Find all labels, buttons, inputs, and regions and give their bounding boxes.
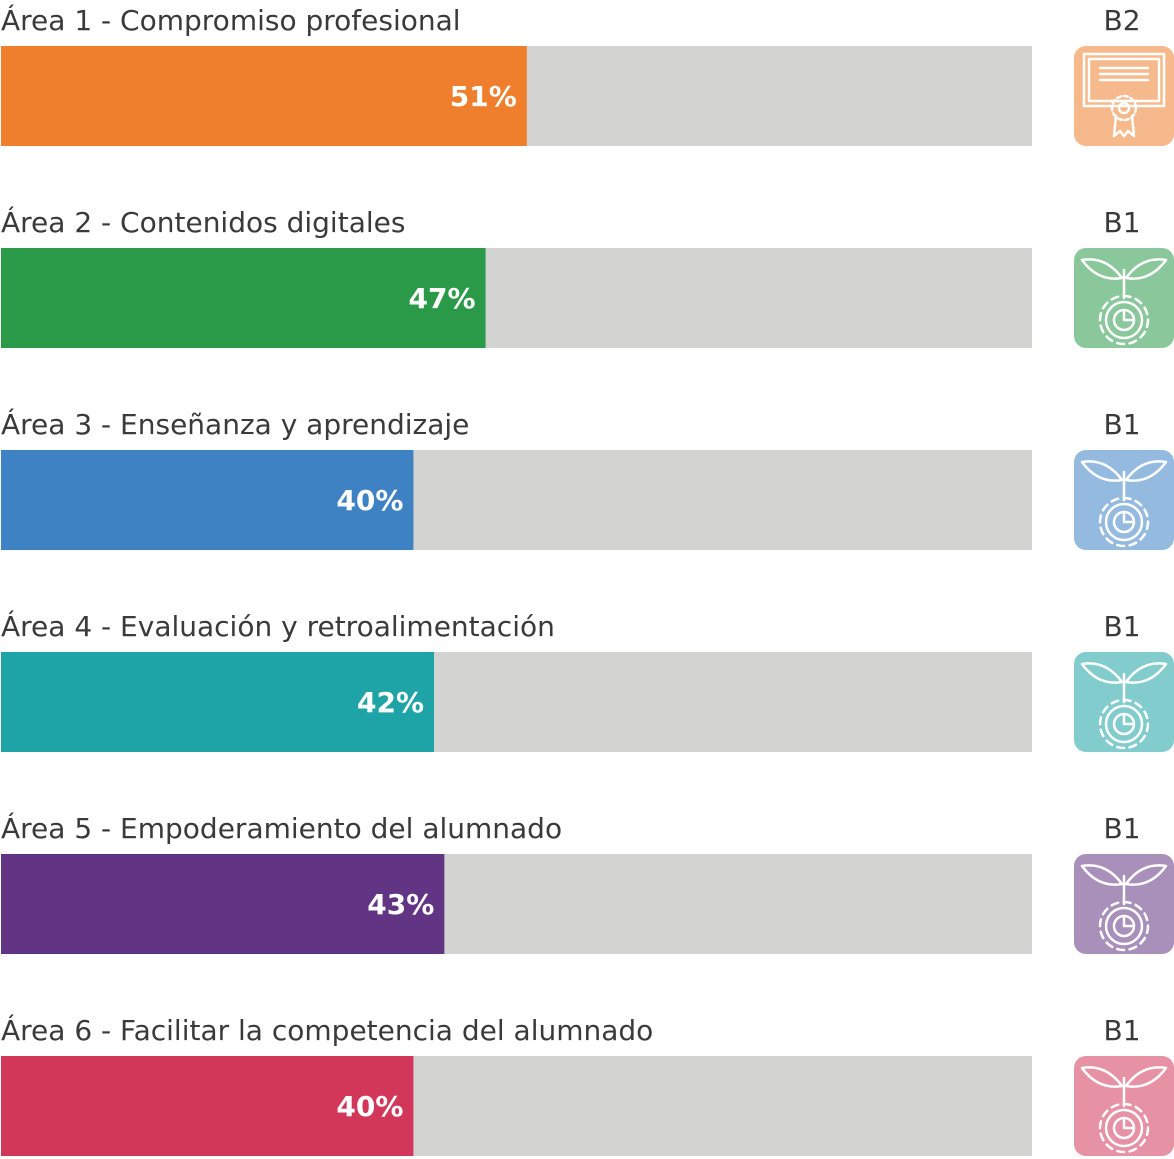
icon-part — [1124, 662, 1168, 684]
area-label: Área 2 - Contenidos digitales — [1, 205, 405, 239]
level-icon — [1074, 1056, 1174, 1156]
icon-part — [1098, 496, 1150, 548]
area-label: Área 3 - Enseñanza y aprendizaje — [1, 407, 469, 441]
icon-part — [1104, 300, 1144, 340]
value-label: 42% — [357, 686, 424, 719]
level-label: B2 — [1103, 4, 1140, 37]
icon-part — [1122, 914, 1134, 928]
bar — [1, 1056, 414, 1156]
level-icon — [1074, 248, 1174, 348]
icon-part — [1098, 294, 1150, 346]
value-label: 40% — [336, 484, 403, 517]
icon-part — [1112, 114, 1136, 138]
area-label: Área 5 - Empoderamiento del alumnado — [1, 811, 562, 845]
level-label: B1 — [1103, 812, 1140, 845]
bar — [1, 652, 435, 752]
bar — [1, 248, 486, 348]
icon-part — [1104, 906, 1144, 946]
level-label: B1 — [1103, 408, 1140, 441]
icon-part — [1122, 308, 1134, 322]
icon-part — [1098, 698, 1150, 750]
value-label: 40% — [336, 1090, 403, 1123]
icon-part — [1087, 57, 1161, 103]
bar — [1, 854, 445, 954]
icon-part — [1098, 900, 1150, 952]
icon-part — [1080, 864, 1124, 886]
icon-part — [1124, 1066, 1168, 1088]
icon-part — [1124, 864, 1168, 886]
icon-part — [1104, 1108, 1144, 1148]
level-label: B1 — [1103, 610, 1140, 643]
icon-part — [1124, 258, 1168, 280]
icon-part — [1082, 52, 1166, 108]
area-label: Área 6 - Facilitar la competencia del al… — [1, 1013, 653, 1047]
icon-part — [1080, 258, 1124, 280]
level-icon — [1074, 450, 1174, 550]
icon-part — [1080, 460, 1124, 482]
icon-part — [1104, 704, 1144, 744]
area-label: Área 1 - Compromiso profesional — [1, 3, 461, 37]
icon-part — [1080, 662, 1124, 684]
icon-part — [1080, 1066, 1124, 1088]
value-label: 47% — [409, 282, 476, 315]
area-label: Área 4 - Evaluación y retroalimentación — [1, 609, 555, 643]
icon-part — [1104, 502, 1144, 542]
icon-part — [1122, 1116, 1134, 1130]
icon-part — [1098, 1102, 1150, 1154]
bar — [1, 46, 527, 146]
icon-part — [1117, 101, 1131, 115]
icon-part — [1122, 510, 1134, 524]
level-icon — [1074, 46, 1174, 146]
icon-part — [1124, 460, 1168, 482]
value-label: 43% — [367, 888, 434, 921]
icon-part — [1122, 712, 1134, 726]
level-icon — [1074, 652, 1174, 752]
icon-part — [1110, 94, 1138, 122]
bar — [1, 450, 414, 550]
level-icon — [1074, 854, 1174, 954]
level-label: B1 — [1103, 206, 1140, 239]
level-label: B1 — [1103, 1014, 1140, 1047]
value-label: 51% — [450, 80, 517, 113]
